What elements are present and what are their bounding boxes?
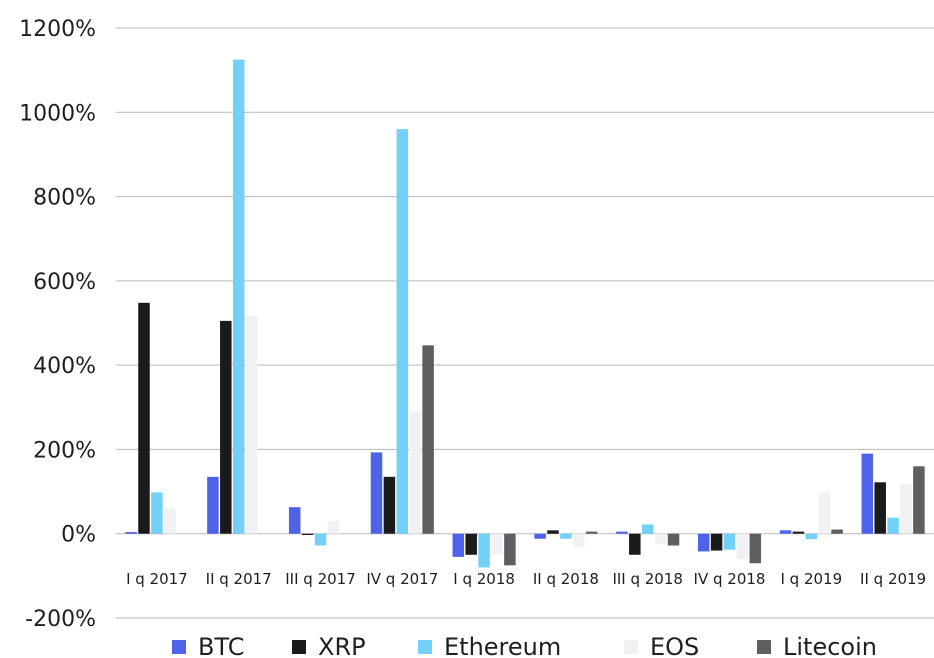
bar-xrp-i-q-2017 bbox=[138, 302, 150, 534]
bar-xrp-ii-q-2018 bbox=[547, 530, 559, 534]
x-tick-label: I q 2017 bbox=[126, 570, 188, 588]
bar-ethereum-ii-q-2018 bbox=[560, 533, 572, 539]
bar-btc-iv-q-2017 bbox=[370, 452, 383, 534]
bar-xrp-iii-q-2017 bbox=[301, 533, 314, 535]
legend-label: Ethereum bbox=[444, 633, 561, 658]
legend-item-ethereum: Ethereum bbox=[418, 633, 561, 658]
y-tick-label: 200% bbox=[33, 438, 96, 463]
bars bbox=[125, 59, 925, 568]
bar-btc-i-q-2018 bbox=[452, 533, 465, 557]
legend-swatch bbox=[172, 640, 186, 654]
bar-btc-ii-q-2018 bbox=[534, 533, 546, 539]
y-tick-label: 1200% bbox=[19, 17, 96, 42]
bar-btc-i-q-2017 bbox=[125, 532, 137, 534]
bar-litecoin-iii-q-2018 bbox=[667, 533, 680, 546]
legend: BTC XRP Ethereum EOS Litecoin bbox=[172, 633, 877, 658]
bar-btc-ii-q-2017 bbox=[207, 476, 219, 534]
x-tick-label: I q 2018 bbox=[453, 570, 515, 588]
y-tick-label: 0% bbox=[61, 523, 96, 548]
bar-eos-iii-q-2018 bbox=[654, 533, 667, 545]
bar-xrp-i-q-2018 bbox=[465, 533, 477, 555]
legend-label: Litecoin bbox=[783, 633, 877, 658]
bar-eos-i-q-2019 bbox=[818, 492, 830, 534]
bar-eos-i-q-2017 bbox=[164, 508, 176, 534]
x-axis: I q 2017 II q 2017 III q 2017 IV q 2017 I q … bbox=[126, 570, 926, 588]
x-tick-label: III q 2017 bbox=[285, 570, 356, 588]
bar-litecoin-i-q-2019 bbox=[831, 529, 843, 534]
bar-xrp-iii-q-2018 bbox=[629, 533, 641, 555]
y-tick-label: 800% bbox=[33, 186, 96, 211]
legend-label: EOS bbox=[650, 633, 699, 658]
legend-label: BTC bbox=[198, 633, 244, 658]
bar-litecoin-i-q-2018 bbox=[504, 533, 516, 566]
y-tick-label: -200% bbox=[25, 607, 96, 632]
legend-item-eos: EOS bbox=[624, 633, 699, 658]
bar-ethereum-ii-q-2019 bbox=[887, 517, 899, 534]
bar-litecoin-ii-q-2018 bbox=[585, 531, 598, 534]
bar-xrp-ii-q-2019 bbox=[874, 482, 886, 534]
bar-ethereum-iii-q-2018 bbox=[641, 524, 654, 534]
bar-ethereum-ii-q-2017 bbox=[232, 59, 245, 534]
bar-xrp-ii-q-2017 bbox=[220, 320, 232, 534]
bar-ethereum-i-q-2019 bbox=[805, 533, 818, 540]
y-tick-label: 600% bbox=[33, 270, 96, 295]
bar-btc-i-q-2019 bbox=[779, 530, 792, 534]
bar-ethereum-iv-q-2017 bbox=[396, 129, 409, 534]
bar-eos-ii-q-2018 bbox=[573, 533, 585, 548]
x-tick-label: III q 2018 bbox=[612, 570, 683, 588]
legend-swatch bbox=[292, 640, 306, 654]
bar-ethereum-i-q-2017 bbox=[151, 492, 163, 534]
bar-ethereum-iii-q-2017 bbox=[314, 533, 327, 546]
legend-swatch bbox=[418, 640, 432, 654]
bar-xrp-i-q-2019 bbox=[792, 531, 805, 534]
x-tick-label: II q 2018 bbox=[533, 570, 599, 588]
bar-litecoin-iv-q-2018 bbox=[749, 533, 762, 564]
bar-eos-i-q-2018 bbox=[491, 533, 503, 555]
bar-eos-iv-q-2018 bbox=[736, 533, 749, 559]
bar-btc-iii-q-2017 bbox=[288, 507, 301, 534]
x-tick-label: I q 2019 bbox=[780, 570, 842, 588]
bar-eos-ii-q-2019 bbox=[900, 483, 912, 534]
bar-eos-ii-q-2017 bbox=[245, 315, 258, 534]
bar-xrp-iv-q-2017 bbox=[383, 476, 396, 534]
y-tick-label: 400% bbox=[33, 354, 96, 379]
y-axis: -200% 0% 200% 400% 600% 800% 1000% 1200% bbox=[19, 17, 96, 632]
legend-swatch bbox=[624, 640, 638, 654]
legend-swatch bbox=[757, 640, 771, 654]
bar-eos-iv-q-2017 bbox=[409, 411, 421, 534]
x-tick-label: II q 2019 bbox=[860, 570, 926, 588]
bar-litecoin-iv-q-2017 bbox=[422, 345, 434, 534]
bar-btc-iii-q-2018 bbox=[616, 531, 628, 534]
bar-eos-iii-q-2017 bbox=[327, 521, 340, 534]
legend-item-xrp: XRP bbox=[292, 633, 366, 658]
bar-btc-iv-q-2018 bbox=[697, 533, 710, 552]
legend-item-btc: BTC bbox=[172, 633, 244, 658]
bar-ethereum-i-q-2018 bbox=[478, 533, 490, 568]
x-tick-label: IV q 2017 bbox=[366, 570, 438, 588]
bar-litecoin-ii-q-2019 bbox=[913, 466, 925, 534]
y-tick-label: 1000% bbox=[19, 101, 96, 126]
legend-item-litecoin: Litecoin bbox=[757, 633, 877, 658]
bar-xrp-iv-q-2018 bbox=[710, 533, 723, 551]
x-tick-label: IV q 2018 bbox=[694, 570, 766, 588]
x-tick-label: II q 2017 bbox=[206, 570, 272, 588]
bar-btc-ii-q-2019 bbox=[861, 453, 874, 534]
legend-label: XRP bbox=[318, 633, 366, 658]
bar-ethereum-iv-q-2018 bbox=[723, 533, 736, 550]
